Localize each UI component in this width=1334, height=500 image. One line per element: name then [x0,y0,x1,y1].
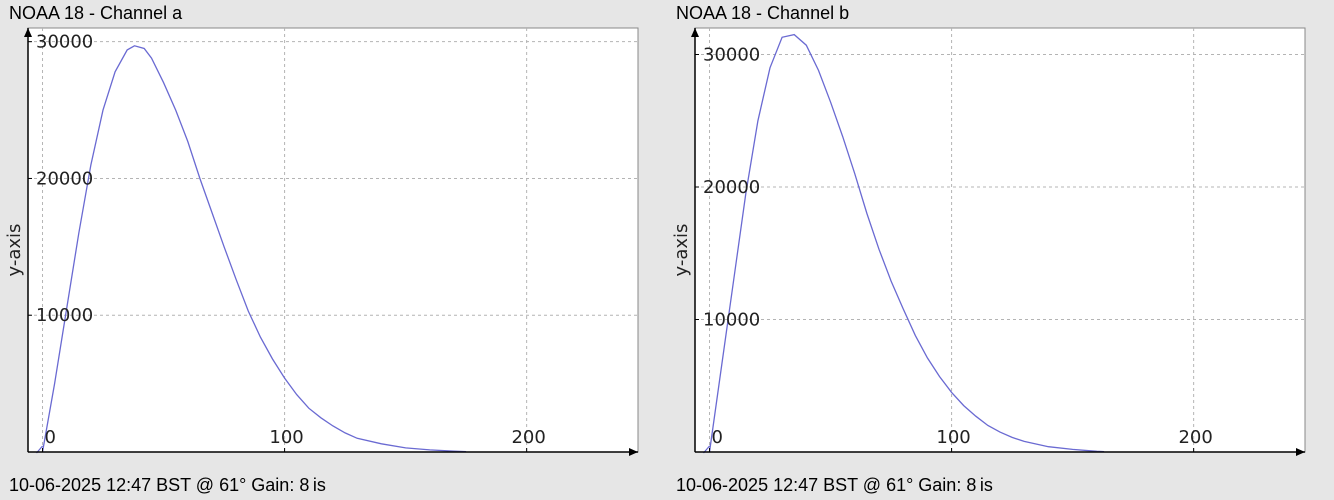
plot-area: 0 100 200 10000 20000 30000 y-axis [4,27,639,456]
x-tick-label: 0 [712,427,723,448]
y-tick-label: 30000 [36,32,93,53]
series-line [708,33,1105,453]
chart-panel-channel-a: NOAA 18 - Channel a 0 100 200 10000 20000 300… [4,3,639,495]
plot-area: 0 100 200 10000 20000 30000 y-axis [671,27,1306,456]
y-tick-label: 10000 [703,310,760,331]
x-tick-label: 100 [269,427,303,448]
series-line [41,45,467,453]
x-axis-arrow-icon [629,448,638,456]
x-tick-label: 200 [511,427,545,448]
timestamp-footer: 10-06-2025 12:47 BST @ 61° Gain: 8 is [676,475,993,495]
y-axis-label: y-axis [671,224,692,277]
y-tick-label: 20000 [36,168,93,189]
x-axis-arrow-icon [1296,448,1305,456]
y-axis-arrow-icon [691,28,699,37]
x-tick-label: 100 [936,427,970,448]
chart-panel-channel-b: NOAA 18 - Channel b 0 100 200 10000 20000 300… [667,0,1334,500]
y-axis-label: y-axis [4,224,25,277]
plot-background [27,27,639,453]
timestamp-footer: 10-06-2025 12:47 BST @ 61° Gain: 8 is [9,475,326,495]
x-tick-label: 200 [1178,427,1212,448]
y-tick-label: 20000 [703,177,760,198]
plot-background [694,27,1306,453]
y-tick-label: 30000 [703,45,760,66]
x-tick-label: 0 [45,427,56,448]
chart-title: NOAA 18 - Channel a [9,3,183,23]
y-tick-label: 10000 [36,305,93,326]
y-axis-arrow-icon [24,28,32,37]
chart-title: NOAA 18 - Channel b [676,3,850,23]
